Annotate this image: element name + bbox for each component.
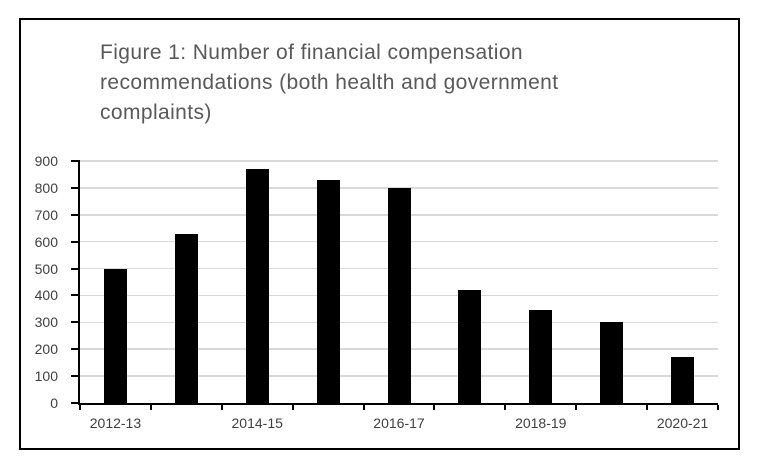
x-tick-mark: [362, 405, 365, 410]
y-tick-mark: [71, 402, 78, 404]
chart-title-line: complaints): [100, 101, 212, 124]
y-tick-mark: [71, 160, 78, 162]
x-axis-label: 2020-21: [656, 415, 709, 431]
y-axis-label: 800: [34, 179, 58, 196]
x-tick-mark: [149, 405, 152, 410]
chart-title-line: recommendations (both health and governm…: [100, 71, 559, 94]
y-axis-label: 600: [34, 233, 58, 250]
gridline: [80, 187, 718, 189]
x-tick-mark: [291, 405, 294, 410]
bar-2020-21: [671, 357, 695, 403]
bar-2016-17: [387, 187, 411, 403]
x-tick-mark: [79, 405, 81, 410]
gridline: [80, 160, 718, 162]
bar-2018-19: [529, 310, 553, 403]
x-tick-mark: [646, 405, 649, 410]
bar-2013-14: [174, 233, 198, 403]
x-axis-label: 2014-15: [231, 415, 283, 431]
y-tick-mark: [71, 240, 78, 243]
bar-2017-18: [458, 290, 482, 403]
x-axis-label: 2016-17: [373, 415, 425, 431]
y-tick-mark: [71, 348, 78, 351]
y-axis-label: 500: [34, 260, 58, 277]
bar-2014-15: [245, 169, 269, 403]
y-axis-line: [78, 160, 80, 405]
chart-title: Figure 1: Number of financial compensati…: [100, 38, 558, 128]
y-axis-label: 400: [34, 287, 58, 304]
y-axis-label: 700: [34, 206, 58, 223]
x-tick-mark: [717, 405, 719, 410]
y-tick-mark: [71, 267, 78, 270]
y-tick-mark: [71, 294, 78, 297]
y-tick-mark: [71, 213, 78, 216]
x-tick-mark: [575, 405, 578, 410]
x-tick-mark: [504, 405, 507, 410]
chart-title-line: Figure 1: Number of financial compensati…: [100, 41, 524, 64]
y-tick-mark: [71, 375, 78, 378]
bar-2012-13: [103, 268, 127, 403]
x-tick-mark: [433, 405, 436, 410]
x-axis-line: [78, 403, 718, 405]
y-axis-label: 300: [34, 314, 58, 331]
y-tick-mark: [71, 186, 78, 189]
x-tick-mark: [220, 405, 223, 410]
y-axis-label: 900: [34, 153, 58, 169]
y-tick-mark: [71, 321, 78, 324]
x-axis-label: 2012-13: [89, 415, 142, 431]
x-axis-label: 2018-19: [515, 415, 567, 431]
bar-2019-20: [600, 322, 624, 403]
y-axis-label: 200: [34, 341, 58, 358]
bar-2015-16: [316, 179, 340, 403]
plot-area: 0 100 200 300 400 500 600 700 800 900 2012-13 2014-…: [35, 153, 719, 431]
y-axis-label: 100: [34, 368, 58, 385]
y-axis-label: 0: [50, 395, 58, 411]
